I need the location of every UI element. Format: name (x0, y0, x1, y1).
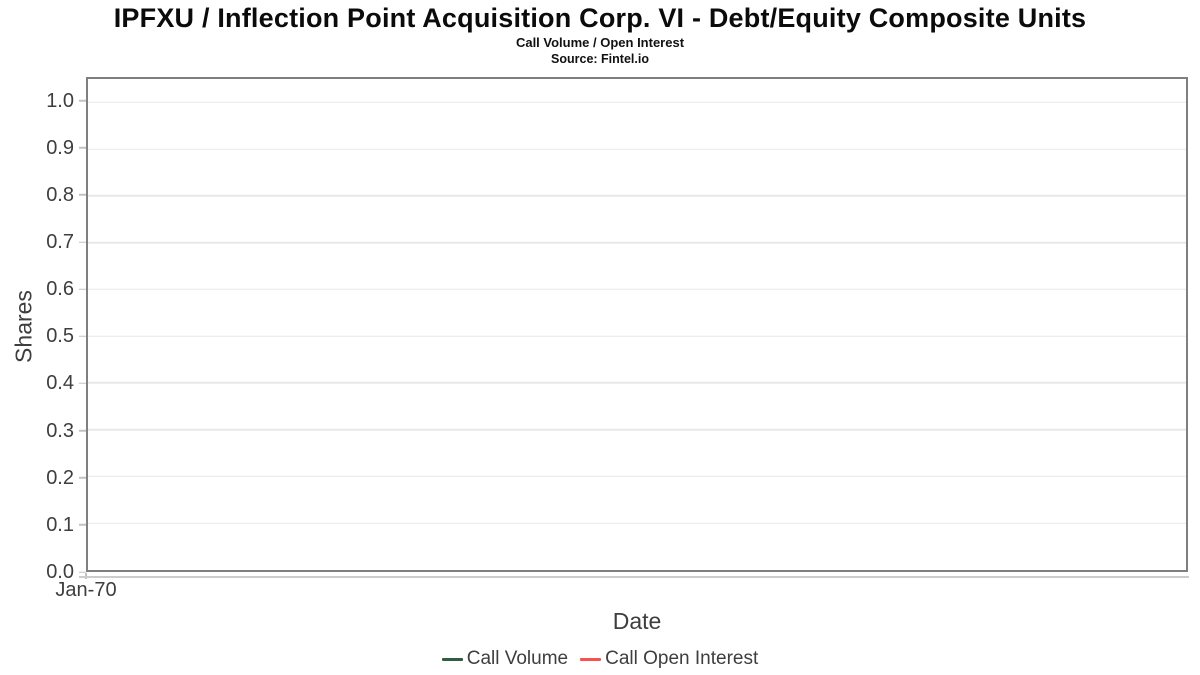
y-tick-label: 0.8 (46, 183, 74, 206)
legend: Call Volume Call Open Interest (0, 648, 1200, 670)
legend-label-call-volume: Call Volume (466, 648, 569, 669)
y-tick-mark (79, 524, 86, 526)
gridline (88, 522, 1186, 524)
y-tick-label: 0.0 (46, 561, 74, 583)
y-tick-mark (79, 146, 86, 149)
y-tick-mark (79, 571, 86, 573)
gridline (88, 195, 1186, 197)
gridline (88, 335, 1186, 337)
legend-label-call-open-interest: Call Open Interest (605, 648, 759, 669)
legend-item-call-volume[interactable]: Call Volume (441, 648, 569, 670)
y-tick-label: 0.6 (46, 278, 74, 301)
y-axis-tick-marks (79, 77, 86, 573)
x-axis-label: Date (612, 608, 662, 634)
plot-area (86, 77, 1188, 572)
y-tick-mark (79, 241, 86, 243)
chart-title: IPFXU / Inflection Point Acquisition Cor… (113, 3, 1087, 33)
y-tick-label: 0.5 (46, 325, 74, 348)
y-tick-label: 1.0 (46, 89, 74, 112)
y-tick-label: 0.7 (46, 231, 74, 253)
gridline (88, 428, 1186, 431)
chart-source: Source: Fintel.io (551, 52, 649, 66)
chart-subtitle: Call Volume / Open Interest (515, 35, 685, 50)
y-tick-mark (79, 382, 86, 385)
y-tick-label: 0.2 (46, 466, 74, 489)
x-tick-label: Jan-70 (55, 579, 117, 601)
y-tick-label: 0.3 (46, 419, 74, 442)
y-axis-tick-labels: 0.0 0.1 0.2 0.3 0.4 0.5 0.6 0.7 0.8 0.9 1.0 (0, 77, 76, 582)
gridline (88, 475, 1186, 478)
gridline (88, 241, 1186, 244)
y-tick-mark (79, 194, 86, 196)
y-tick-mark (79, 335, 86, 338)
y-tick-mark (79, 429, 86, 432)
call-open-interest-line-swatch (580, 657, 602, 661)
y-tick-mark (79, 476, 86, 479)
gridline (88, 288, 1186, 291)
x-axis-line (79, 576, 1189, 578)
gridline (88, 148, 1186, 150)
y-tick-mark (79, 99, 86, 102)
y-tick-mark (79, 288, 86, 290)
y-tick-label: 0.9 (46, 136, 74, 159)
y-tick-label: 0.1 (46, 513, 74, 536)
y-tick-label: 0.4 (46, 372, 74, 395)
y-axis-label: Shares (10, 290, 37, 363)
call-volume-line-swatch (441, 657, 463, 661)
legend-item-call-open-interest[interactable]: Call Open Interest (580, 648, 758, 670)
gridline (88, 382, 1186, 384)
gridline (88, 101, 1186, 104)
